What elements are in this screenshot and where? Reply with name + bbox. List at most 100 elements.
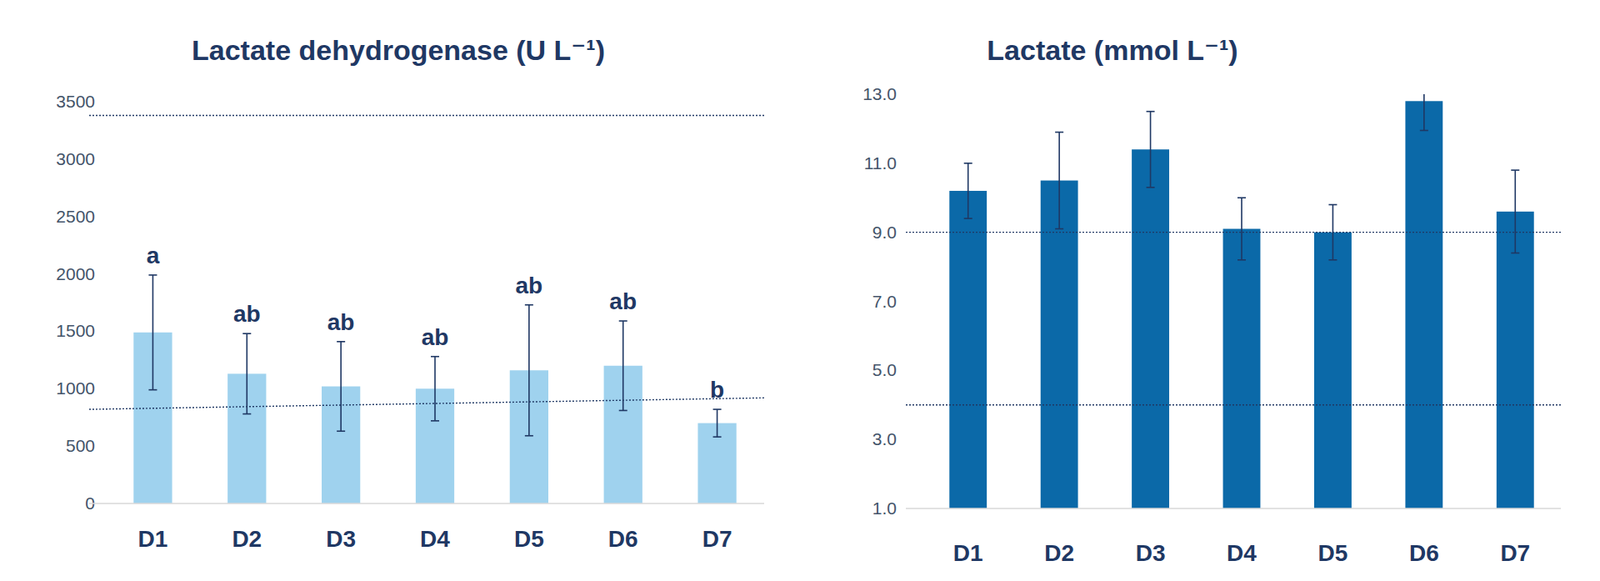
reference-line xyxy=(89,397,765,410)
error-cap xyxy=(713,435,722,438)
x-tick-label: D3 xyxy=(325,525,356,552)
bar xyxy=(1496,211,1535,509)
error-stem xyxy=(245,333,248,414)
group-label: ab xyxy=(515,272,544,299)
x-tick-label: D2 xyxy=(1044,540,1075,566)
y-tick-label: 1500 xyxy=(55,320,95,340)
error-cap xyxy=(430,355,440,358)
bar xyxy=(1314,232,1352,509)
x-tick-label: D3 xyxy=(1135,540,1166,566)
y-tick-label: 11.0 xyxy=(864,153,897,173)
error-cap xyxy=(1420,130,1429,132)
error-cap xyxy=(525,435,534,437)
group-label: a xyxy=(146,242,160,269)
error-cap xyxy=(525,304,534,306)
error-bar xyxy=(713,409,722,437)
x-axis-line xyxy=(89,502,765,505)
error-stem xyxy=(1514,170,1516,253)
error-cap xyxy=(148,389,157,391)
y-tick-label: 7.0 xyxy=(872,291,897,311)
x-axis-line xyxy=(905,507,1561,510)
x-tick-label: D2 xyxy=(231,525,262,552)
error-stem xyxy=(967,163,970,219)
y-tick-label: 3000 xyxy=(55,149,95,169)
y-tick-label: 5.0 xyxy=(872,360,897,380)
x-tick-label: D7 xyxy=(702,525,733,552)
reference-line xyxy=(89,115,765,116)
error-cap xyxy=(242,332,251,335)
chart-title: Lactate (mmol L⁻¹) xyxy=(986,34,1238,66)
group-label: ab xyxy=(609,288,637,315)
error-stem xyxy=(340,341,342,431)
error-stem xyxy=(1423,94,1425,130)
x-tick-label: D5 xyxy=(1318,540,1349,566)
error-bar xyxy=(336,341,345,431)
y-tick-label: 2000 xyxy=(55,264,95,284)
bar xyxy=(1131,149,1170,509)
bar xyxy=(1223,229,1261,509)
error-cap xyxy=(1510,169,1520,171)
error-bar xyxy=(1420,94,1429,130)
y-tick-label: 2500 xyxy=(55,206,95,226)
error-cap xyxy=(1237,196,1246,199)
error-cap xyxy=(619,320,628,322)
error-stem xyxy=(434,356,436,421)
bar xyxy=(1405,100,1443,509)
x-tick-label: D6 xyxy=(1409,540,1440,566)
plot-area xyxy=(905,94,1561,509)
error-cap xyxy=(1146,110,1155,113)
group-label: ab xyxy=(327,309,355,335)
error-stem xyxy=(1150,111,1152,188)
error-cap xyxy=(1055,228,1064,230)
error-bar xyxy=(619,320,628,410)
error-cap xyxy=(148,274,157,276)
bar xyxy=(1040,180,1079,509)
x-tick-label: D6 xyxy=(608,525,639,552)
error-stem xyxy=(1058,132,1060,230)
error-bar xyxy=(1146,111,1155,188)
reference-line xyxy=(905,231,1561,233)
error-cap xyxy=(964,217,973,220)
error-cap xyxy=(242,413,251,415)
y-tick-label: 3500 xyxy=(55,91,95,111)
error-cap xyxy=(336,430,345,432)
error-stem xyxy=(716,409,719,437)
y-tick-label: 13.0 xyxy=(862,84,897,104)
y-tick-label: 3.0 xyxy=(872,429,897,449)
bar xyxy=(949,190,987,509)
x-tick-label: D4 xyxy=(420,525,450,552)
x-tick-label: D7 xyxy=(1500,540,1530,566)
chart: Lactate (mmol L⁻¹)1.03.05.07.09.011.013.… xyxy=(862,34,1561,566)
error-stem xyxy=(1240,197,1243,260)
error-stem xyxy=(622,320,625,410)
error-cap xyxy=(1510,252,1520,255)
error-bar xyxy=(148,275,157,390)
chart-title: Lactate dehydrogenase (U L⁻¹) xyxy=(191,34,605,66)
x-tick-label: D1 xyxy=(138,525,169,552)
y-tick-label: 500 xyxy=(65,435,95,455)
x-tick-label: D1 xyxy=(953,540,984,566)
error-bar xyxy=(1510,170,1520,253)
plot-area xyxy=(89,115,765,504)
group-label: b xyxy=(710,376,725,403)
error-bar xyxy=(430,356,440,421)
error-cap xyxy=(964,162,973,165)
error-cap xyxy=(1055,131,1064,134)
error-stem xyxy=(528,305,530,436)
y-tick-label: 1.0 xyxy=(872,498,897,518)
error-cap xyxy=(1146,186,1155,189)
error-stem xyxy=(152,275,155,390)
error-cap xyxy=(1328,259,1337,261)
error-cap xyxy=(713,408,722,410)
error-cap xyxy=(1237,259,1246,261)
group-label: ab xyxy=(421,324,450,350)
error-bar xyxy=(1055,132,1064,230)
error-cap xyxy=(1328,204,1337,206)
canvas: Lactate dehydrogenase (U L⁻¹)05001000150… xyxy=(0,0,1600,581)
x-tick-label: D5 xyxy=(514,525,545,552)
error-bar xyxy=(1237,197,1246,260)
x-tick-label: D4 xyxy=(1226,540,1257,566)
reference-line xyxy=(905,404,1561,405)
error-cap xyxy=(336,340,345,343)
group-label: ab xyxy=(233,300,261,327)
